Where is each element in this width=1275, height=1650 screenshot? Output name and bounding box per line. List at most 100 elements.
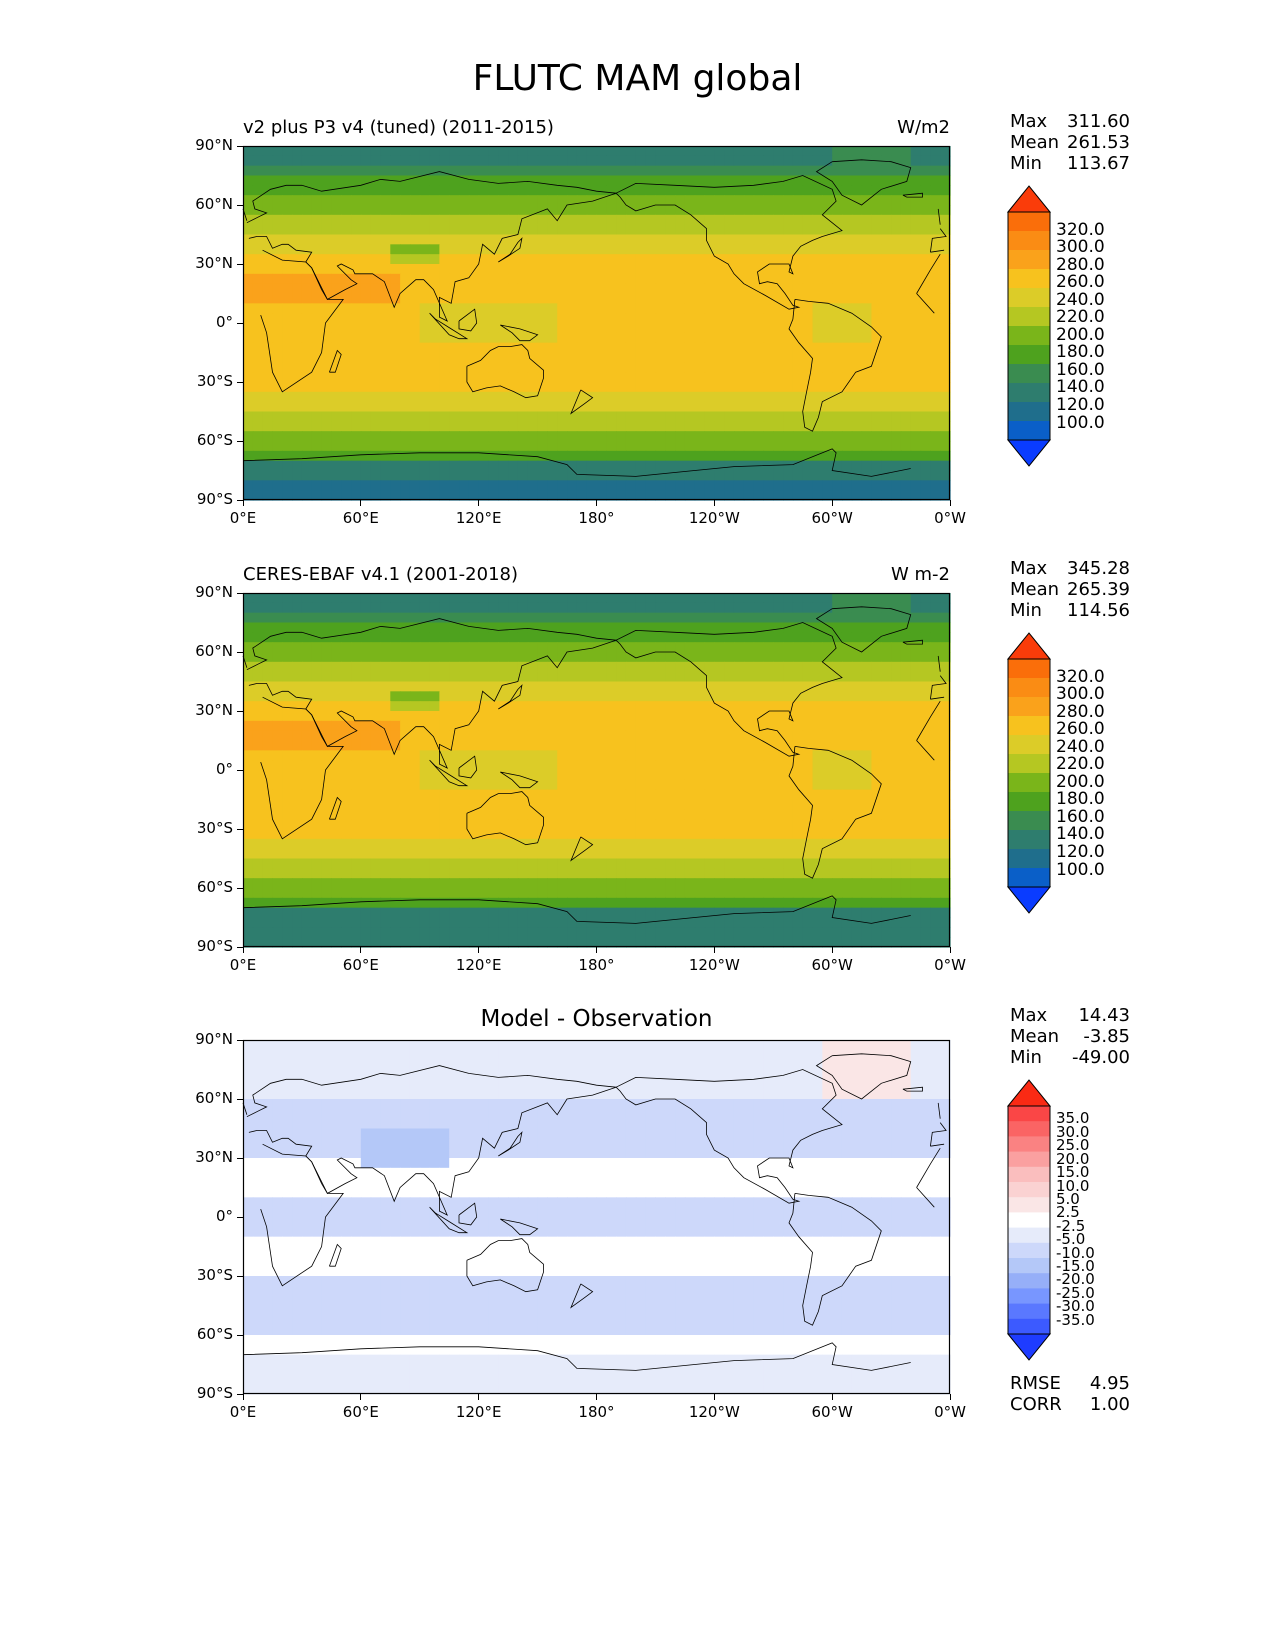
field-cell (920, 652, 931, 663)
field-cell (812, 185, 823, 196)
field-cell (311, 652, 323, 663)
field-cell (459, 372, 470, 383)
field-cell (753, 838, 765, 850)
field-cell (812, 313, 823, 324)
field-cell (812, 470, 823, 481)
field-cell (321, 470, 332, 481)
field-cell (920, 205, 931, 216)
field-cell (733, 401, 745, 413)
field-cell (449, 411, 460, 422)
field-cell (841, 490, 853, 501)
field-cell (508, 293, 519, 304)
field-cell (920, 671, 931, 683)
field-cell (262, 750, 274, 761)
field-cell (262, 661, 274, 673)
field-cell (733, 205, 745, 216)
field-cell (841, 470, 853, 481)
field-cell (311, 214, 323, 226)
field-cell (940, 671, 951, 683)
field-cell (576, 740, 588, 751)
field-cell (311, 441, 323, 452)
field-cell (567, 770, 578, 781)
field-cell (822, 195, 833, 206)
field-cell (616, 293, 627, 304)
field-cell (724, 352, 735, 363)
field-cell (851, 888, 863, 899)
field-cell (900, 868, 912, 879)
field-cell (409, 878, 421, 889)
field-cell (370, 342, 382, 354)
field-cell (282, 470, 293, 481)
field-cell (920, 264, 931, 275)
field-cell (459, 264, 470, 275)
field-cell (684, 809, 696, 820)
field-cell (252, 214, 264, 226)
field-cell (940, 332, 951, 344)
field-cell (567, 411, 578, 422)
field-cell (694, 411, 706, 422)
field-cell (753, 730, 765, 742)
field-cell (557, 602, 568, 614)
field-cell (891, 593, 902, 604)
field-cell (400, 661, 411, 673)
field-cell (586, 165, 598, 177)
field-cell (822, 205, 833, 216)
field-cell (557, 352, 568, 363)
field-cell (841, 303, 853, 314)
field-cell (822, 897, 833, 909)
field-cell (832, 175, 843, 186)
field-cell (341, 264, 352, 275)
field-cell (841, 819, 853, 830)
field-cell (891, 789, 902, 801)
field-cell (694, 401, 706, 413)
field-cell (684, 760, 696, 771)
field-cell (606, 838, 617, 850)
field-cell (370, 593, 382, 604)
field-cell (321, 234, 332, 245)
field-cell (567, 652, 578, 663)
field-cell (370, 382, 382, 393)
field-cell (773, 293, 784, 304)
field-cell (832, 431, 843, 442)
field-cell (586, 421, 598, 432)
field-cell (930, 878, 941, 889)
field-cell (724, 165, 735, 177)
field-cell (331, 701, 342, 712)
colorbar-tick-label: 140.0 (1056, 377, 1105, 398)
field-cell (625, 897, 637, 909)
field-cell (704, 701, 715, 712)
field-cell (596, 750, 607, 761)
field-cell (419, 593, 431, 604)
field-cell (370, 391, 382, 403)
field-cell (547, 701, 558, 712)
field-cell (439, 632, 450, 643)
field-cell (665, 740, 676, 751)
field-cell (861, 622, 873, 633)
field-cell (567, 907, 578, 919)
field-cell (557, 760, 568, 771)
field-cell (832, 750, 843, 761)
field-cell (262, 342, 274, 354)
field-cell (910, 323, 922, 334)
field-cell (684, 701, 696, 712)
field-cell (468, 612, 480, 624)
field-cell (802, 888, 814, 899)
field-cell (301, 205, 313, 216)
field-cell (743, 421, 755, 432)
field-cell (449, 175, 460, 186)
field-cell (360, 868, 372, 879)
field-cell (655, 155, 666, 167)
field-cell (773, 858, 784, 869)
field-cell (341, 391, 352, 403)
field-cell (576, 661, 588, 673)
field-cell (694, 391, 706, 403)
field-cell (910, 382, 922, 393)
field-cell (783, 848, 794, 860)
field-cell (635, 720, 647, 732)
field-cell (331, 838, 342, 850)
field-cell (321, 450, 332, 462)
field-cell (891, 254, 902, 265)
field-cell (812, 283, 823, 295)
field-cell (832, 691, 843, 702)
field-cell (468, 244, 480, 255)
